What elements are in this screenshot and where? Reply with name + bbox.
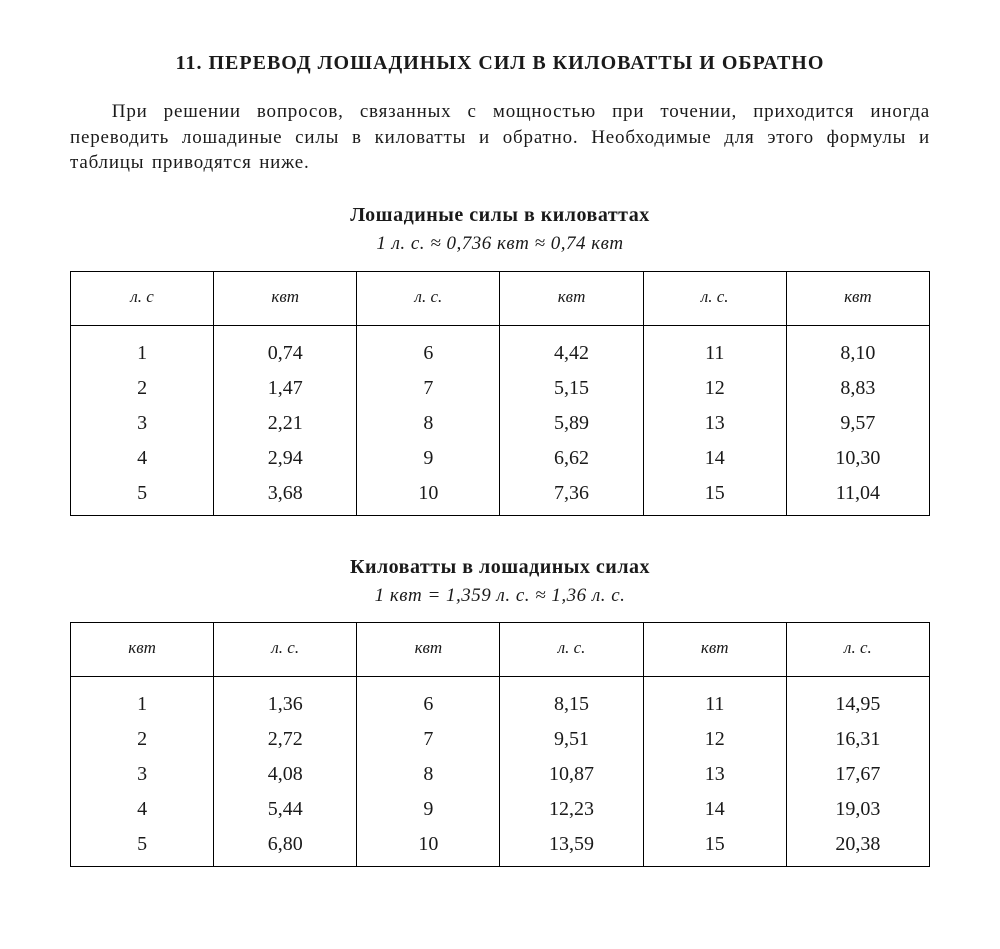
table-cell: 20,38 (786, 827, 929, 867)
table-cell: 14 (643, 441, 786, 476)
table2: квтл. с.квтл. с.квтл. с. 11,3668,151114,… (70, 622, 930, 867)
column-header: квт (214, 271, 357, 325)
table-cell: 2,94 (214, 441, 357, 476)
intro-paragraph: При решении вопросов, связанных с мощнос… (70, 99, 930, 176)
table-cell: 13 (643, 757, 786, 792)
table-cell: 10,30 (786, 441, 929, 476)
table-cell: 11 (643, 677, 786, 723)
table-cell: 3,68 (214, 476, 357, 516)
table-cell: 13,59 (500, 827, 643, 867)
table2-subheading: 1 квт = 1,359 л. с. ≈ 1,36 л. с. (70, 583, 930, 609)
table-cell: 9,51 (500, 722, 643, 757)
table-cell: 1,36 (214, 677, 357, 723)
table-cell: 4,42 (500, 325, 643, 371)
page-title: 11. ПЕРЕВОД ЛОШАДИНЫХ СИЛ В КИЛОВАТТЫ И … (70, 50, 930, 77)
table1-heading: Лошадиные силы в киловаттах (70, 202, 930, 229)
table-row: 21,4775,15128,83 (71, 371, 930, 406)
table2-heading: Киловатты в лошадиных силах (70, 554, 930, 581)
table-cell: 6,62 (500, 441, 643, 476)
table-row: 45,44912,231419,03 (71, 792, 930, 827)
column-header: квт (357, 623, 500, 677)
table-cell: 1 (71, 325, 214, 371)
table-cell: 10 (357, 476, 500, 516)
table-cell: 4,08 (214, 757, 357, 792)
table-cell: 15 (643, 476, 786, 516)
table-cell: 5,89 (500, 406, 643, 441)
table-cell: 12 (643, 371, 786, 406)
table-cell: 10 (357, 827, 500, 867)
table-row: 11,3668,151114,95 (71, 677, 930, 723)
table-cell: 10,87 (500, 757, 643, 792)
table-cell: 2 (71, 371, 214, 406)
table-cell: 0,74 (214, 325, 357, 371)
table-cell: 15 (643, 827, 786, 867)
column-header: л. с. (643, 271, 786, 325)
table-cell: 12 (643, 722, 786, 757)
table-cell: 8,83 (786, 371, 929, 406)
table-row: 42,9496,621410,30 (71, 441, 930, 476)
table-cell: 2,21 (214, 406, 357, 441)
table-cell: 7 (357, 722, 500, 757)
table-cell: 16,31 (786, 722, 929, 757)
column-header: квт (500, 271, 643, 325)
table-cell: 17,67 (786, 757, 929, 792)
table-cell: 6 (357, 325, 500, 371)
table-cell: 5 (71, 476, 214, 516)
table-cell: 14 (643, 792, 786, 827)
table-cell: 6 (357, 677, 500, 723)
table-cell: 13 (643, 406, 786, 441)
table-cell: 7,36 (500, 476, 643, 516)
table-cell: 4 (71, 792, 214, 827)
table-cell: 7 (357, 371, 500, 406)
table-cell: 1 (71, 677, 214, 723)
table-cell: 9 (357, 441, 500, 476)
table-cell: 8,15 (500, 677, 643, 723)
table-row: 34,08810,871317,67 (71, 757, 930, 792)
table-cell: 2,72 (214, 722, 357, 757)
column-header: л. с. (786, 623, 929, 677)
table-row: 53,68107,361511,04 (71, 476, 930, 516)
table-row: 22,7279,511216,31 (71, 722, 930, 757)
table-row: 10,7464,42118,10 (71, 325, 930, 371)
table-cell: 14,95 (786, 677, 929, 723)
table-row: 56,801013,591520,38 (71, 827, 930, 867)
table-cell: 3 (71, 757, 214, 792)
column-header: квт (71, 623, 214, 677)
table-cell: 8 (357, 757, 500, 792)
column-header: квт (643, 623, 786, 677)
table-cell: 11,04 (786, 476, 929, 516)
column-header: квт (786, 271, 929, 325)
table-cell: 19,03 (786, 792, 929, 827)
table1: л. сквтл. с.квтл. с.квт 10,7464,42118,10… (70, 271, 930, 516)
table-cell: 9 (357, 792, 500, 827)
column-header: л. с. (500, 623, 643, 677)
table-cell: 5,15 (500, 371, 643, 406)
table1-subheading: 1 л. с. ≈ 0,736 квт ≈ 0,74 квт (70, 231, 930, 257)
column-header: л. с. (357, 271, 500, 325)
table-cell: 12,23 (500, 792, 643, 827)
table-cell: 5,44 (214, 792, 357, 827)
table-cell: 8 (357, 406, 500, 441)
column-header: л. с (71, 271, 214, 325)
table-cell: 2 (71, 722, 214, 757)
table-cell: 6,80 (214, 827, 357, 867)
table-row: 32,2185,89139,57 (71, 406, 930, 441)
table-cell: 5 (71, 827, 214, 867)
column-header: л. с. (214, 623, 357, 677)
table-cell: 9,57 (786, 406, 929, 441)
table-cell: 1,47 (214, 371, 357, 406)
table-cell: 4 (71, 441, 214, 476)
table-cell: 3 (71, 406, 214, 441)
table-cell: 8,10 (786, 325, 929, 371)
table-cell: 11 (643, 325, 786, 371)
